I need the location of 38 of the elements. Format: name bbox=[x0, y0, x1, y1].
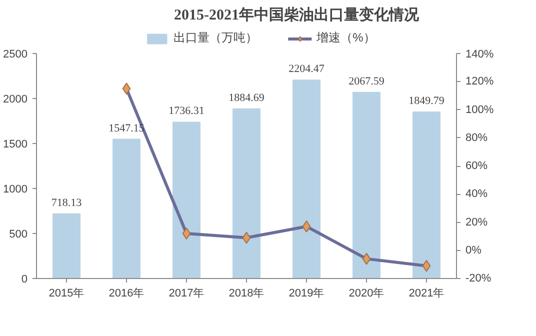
x-tick-label: 2020年 bbox=[348, 288, 384, 300]
y-tick-label: 2000 bbox=[3, 94, 28, 106]
bar bbox=[112, 138, 140, 278]
bar bbox=[52, 213, 80, 278]
y2-tick-label: 60% bbox=[466, 160, 488, 172]
bar bbox=[172, 122, 200, 278]
data-label: 1736.31 bbox=[168, 105, 204, 118]
x-tick-label: 2017年 bbox=[168, 288, 204, 300]
y2-tick-label: 100% bbox=[466, 104, 494, 116]
x-tick-label: 2015年 bbox=[48, 288, 84, 300]
y2-tick-label: 40% bbox=[466, 188, 488, 200]
x-tick-label: 2016年 bbox=[108, 288, 144, 300]
legend-label: 增速（%） bbox=[316, 30, 376, 46]
y-tick-label: 0 bbox=[21, 274, 28, 286]
y-tick-label: 500 bbox=[9, 228, 28, 240]
y-tick-label: 1500 bbox=[3, 138, 28, 150]
legend-label: 出口量（万吨） bbox=[174, 30, 258, 46]
x-tick-label: 2019年 bbox=[288, 288, 324, 300]
x-tick-label: 2018年 bbox=[228, 288, 264, 300]
data-label: 2204.47 bbox=[288, 63, 325, 76]
bar bbox=[412, 112, 440, 278]
data-label: 718.13 bbox=[51, 196, 82, 209]
data-label: 2067.59 bbox=[348, 75, 385, 88]
data-label: 1849.79 bbox=[408, 95, 445, 108]
bar bbox=[232, 108, 260, 278]
y2-tick-label: 80% bbox=[466, 132, 488, 144]
bar bbox=[292, 80, 320, 278]
chart-title: 2015-2021年中国柴油出口量变化情况 bbox=[174, 6, 420, 24]
y2-tick-label: 0% bbox=[466, 244, 482, 256]
bar bbox=[352, 92, 380, 278]
x-tick-label: 2021年 bbox=[408, 288, 444, 300]
y2-tick-label: -20% bbox=[466, 272, 492, 284]
y2-tick-label: 140% bbox=[466, 48, 494, 60]
y-tick-label: 2500 bbox=[3, 48, 28, 60]
y2-tick-label: 20% bbox=[466, 216, 488, 228]
y2-tick-label: 120% bbox=[466, 76, 494, 88]
data-label: 1884.69 bbox=[228, 92, 265, 104]
y-tick-label: 1000 bbox=[3, 184, 28, 196]
